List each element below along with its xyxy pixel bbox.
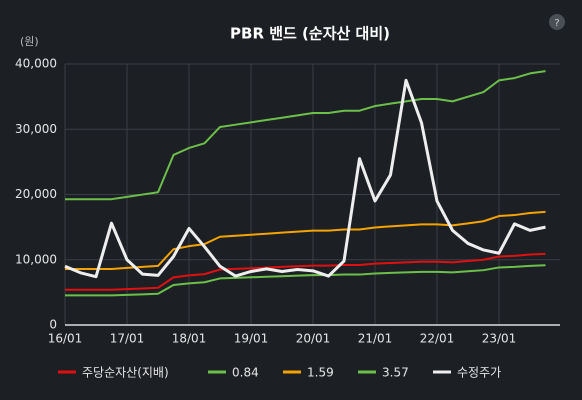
series-line bbox=[65, 264, 546, 297]
chart-title: PBR 밴드 (순자산 대비) bbox=[230, 25, 390, 43]
help-circle[interactable] bbox=[549, 14, 565, 30]
help-mark[interactable]: ? bbox=[554, 18, 559, 29]
x-tick-label: 18/01 bbox=[172, 332, 207, 346]
x-tick-label: 17/01 bbox=[110, 332, 145, 346]
y-axis-label: (원) bbox=[20, 35, 39, 48]
help-icon[interactable]: ? bbox=[549, 14, 565, 30]
series-line bbox=[65, 252, 546, 291]
x-tick-label: 21/01 bbox=[358, 332, 393, 346]
y-tick-label: 30,000 bbox=[15, 122, 57, 136]
legend-label: 3.57 bbox=[382, 366, 409, 380]
series-line bbox=[65, 210, 546, 270]
y-tick-label: 0 bbox=[49, 318, 57, 332]
y-tick-label: 10,000 bbox=[15, 252, 57, 266]
x-tick-label: 23/01 bbox=[482, 332, 517, 346]
legend-label: 1.59 bbox=[307, 366, 334, 380]
y-tick-label: 40,000 bbox=[15, 57, 57, 71]
y-tick-label: 20,000 bbox=[15, 187, 57, 201]
x-tick-label: 20/01 bbox=[296, 332, 331, 346]
x-tick-label: 16/01 bbox=[48, 332, 83, 346]
legend-label: 수정주가 bbox=[457, 366, 501, 380]
legend-label: 0.84 bbox=[232, 366, 259, 380]
x-tick-label: 19/01 bbox=[234, 332, 269, 346]
series-line bbox=[65, 70, 546, 201]
legend-label: 주당순자산(지배) bbox=[82, 366, 169, 380]
x-tick-label: 22/01 bbox=[420, 332, 455, 346]
series-line bbox=[64, 78, 546, 279]
